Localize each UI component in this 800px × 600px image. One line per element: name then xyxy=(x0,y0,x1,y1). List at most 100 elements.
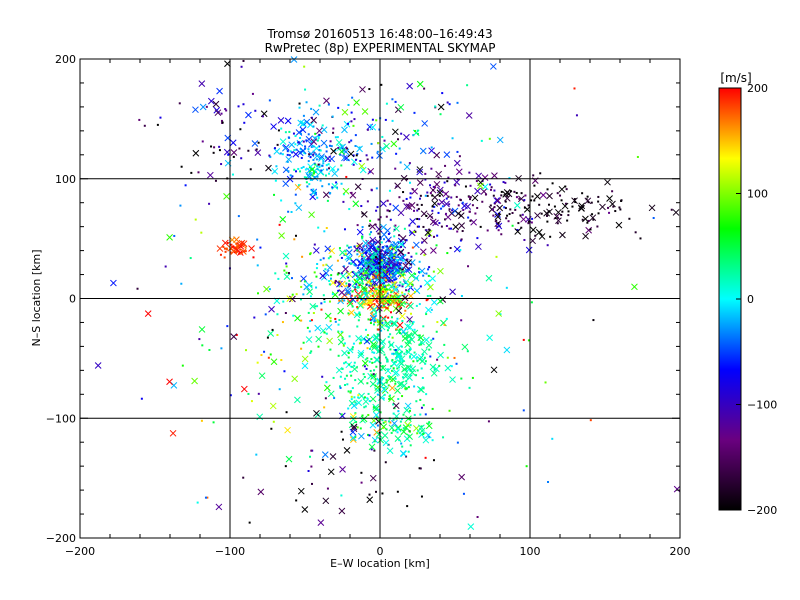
data-point-cross xyxy=(391,320,399,328)
data-point-cross xyxy=(339,249,346,256)
data-point-dot xyxy=(348,141,351,144)
data-point-dot xyxy=(358,146,361,149)
data-point-dot xyxy=(398,328,401,331)
data-point-dot xyxy=(378,248,381,251)
data-point-dot xyxy=(235,333,238,336)
data-point-dot xyxy=(467,216,470,219)
data-point-dot xyxy=(619,208,622,211)
data-point-dot xyxy=(350,139,353,142)
data-point-dot xyxy=(424,360,427,363)
data-point-dot xyxy=(398,332,401,335)
data-point-dot xyxy=(267,356,270,359)
data-point-dot xyxy=(564,185,567,188)
data-point-cross xyxy=(392,204,400,212)
data-point-cross xyxy=(377,436,385,444)
data-point-dot xyxy=(308,172,311,175)
data-point-dot xyxy=(373,369,376,372)
data-point-cross xyxy=(394,353,402,360)
data-point-dot xyxy=(430,308,433,311)
data-point-dot xyxy=(381,135,384,138)
data-point-dot xyxy=(358,312,361,315)
data-point-dot xyxy=(269,353,272,356)
data-point-cross xyxy=(475,243,482,251)
data-point-dot xyxy=(339,153,342,156)
data-point-cross xyxy=(491,172,498,179)
data-point-dot xyxy=(387,232,390,235)
data-point-dot xyxy=(250,400,253,403)
data-point-dot xyxy=(305,139,308,142)
data-point-dot xyxy=(432,459,435,462)
data-point-dot xyxy=(319,179,322,182)
data-point-cross xyxy=(406,316,413,323)
data-point-dot xyxy=(495,255,498,258)
data-point-cross xyxy=(308,211,315,219)
data-point-cross xyxy=(391,370,399,377)
data-point-dot xyxy=(379,288,382,291)
data-point-dot xyxy=(212,151,215,154)
data-point-cross xyxy=(464,203,472,210)
data-point-cross xyxy=(546,192,553,200)
data-point-dot xyxy=(420,203,423,206)
data-point-dot xyxy=(280,199,283,202)
data-point-dot xyxy=(330,145,333,148)
data-point-dot xyxy=(432,337,435,340)
data-point-dot xyxy=(497,222,500,225)
data-point-dot xyxy=(398,284,401,287)
data-point-dot xyxy=(492,214,495,217)
data-point-dot xyxy=(460,238,463,241)
data-point-dot xyxy=(341,299,344,302)
data-point-dot xyxy=(400,132,403,135)
data-point-dot xyxy=(363,396,366,399)
data-point-cross xyxy=(494,211,501,218)
data-point-dot xyxy=(370,142,373,145)
data-point-dot xyxy=(242,59,245,62)
data-point-cross xyxy=(416,168,424,176)
data-point-dot xyxy=(531,195,534,198)
data-point-dot xyxy=(476,516,479,519)
data-point-dot xyxy=(514,208,517,211)
data-point-dot xyxy=(634,231,637,234)
data-point-dot xyxy=(407,450,410,453)
data-points xyxy=(94,56,681,530)
data-point-cross xyxy=(392,305,400,313)
data-point-dot xyxy=(312,125,315,128)
data-point-dot xyxy=(316,139,319,142)
data-point-cross xyxy=(555,208,562,216)
data-point-cross xyxy=(437,267,444,275)
data-point-dot xyxy=(433,205,436,208)
data-point-cross xyxy=(346,297,354,305)
data-point-dot xyxy=(360,277,363,280)
data-point-cross xyxy=(270,123,277,130)
data-point-dot xyxy=(398,439,401,442)
data-point-dot xyxy=(315,267,318,270)
data-point-cross xyxy=(355,399,363,407)
data-point-dot xyxy=(368,88,371,91)
data-point-dot xyxy=(608,211,611,214)
data-point-cross xyxy=(452,223,460,231)
data-point-dot xyxy=(453,356,456,359)
data-point-dot xyxy=(377,345,380,348)
data-point-cross xyxy=(561,202,569,210)
data-point-dot xyxy=(367,334,370,337)
data-point-dot xyxy=(257,292,260,295)
data-point-dot xyxy=(300,156,303,159)
data-point-dot xyxy=(412,321,415,324)
data-point-dot xyxy=(425,214,428,217)
data-point-cross xyxy=(390,319,397,327)
data-point-cross xyxy=(313,144,320,152)
data-point-dot xyxy=(416,129,419,132)
data-point-dot xyxy=(253,316,256,319)
data-point-dot xyxy=(418,336,421,339)
data-point-dot xyxy=(359,427,362,430)
data-point-dot xyxy=(341,438,344,441)
data-point-dot xyxy=(347,293,350,296)
data-point-dot xyxy=(285,271,288,274)
data-point-cross xyxy=(285,455,293,463)
data-point-dot xyxy=(384,420,387,423)
data-point-dot xyxy=(374,374,377,377)
data-point-dot xyxy=(340,413,343,416)
data-point-dot xyxy=(287,272,290,275)
data-point-dot xyxy=(479,225,482,228)
data-point-dot xyxy=(513,190,516,193)
data-point-dot xyxy=(404,387,407,390)
